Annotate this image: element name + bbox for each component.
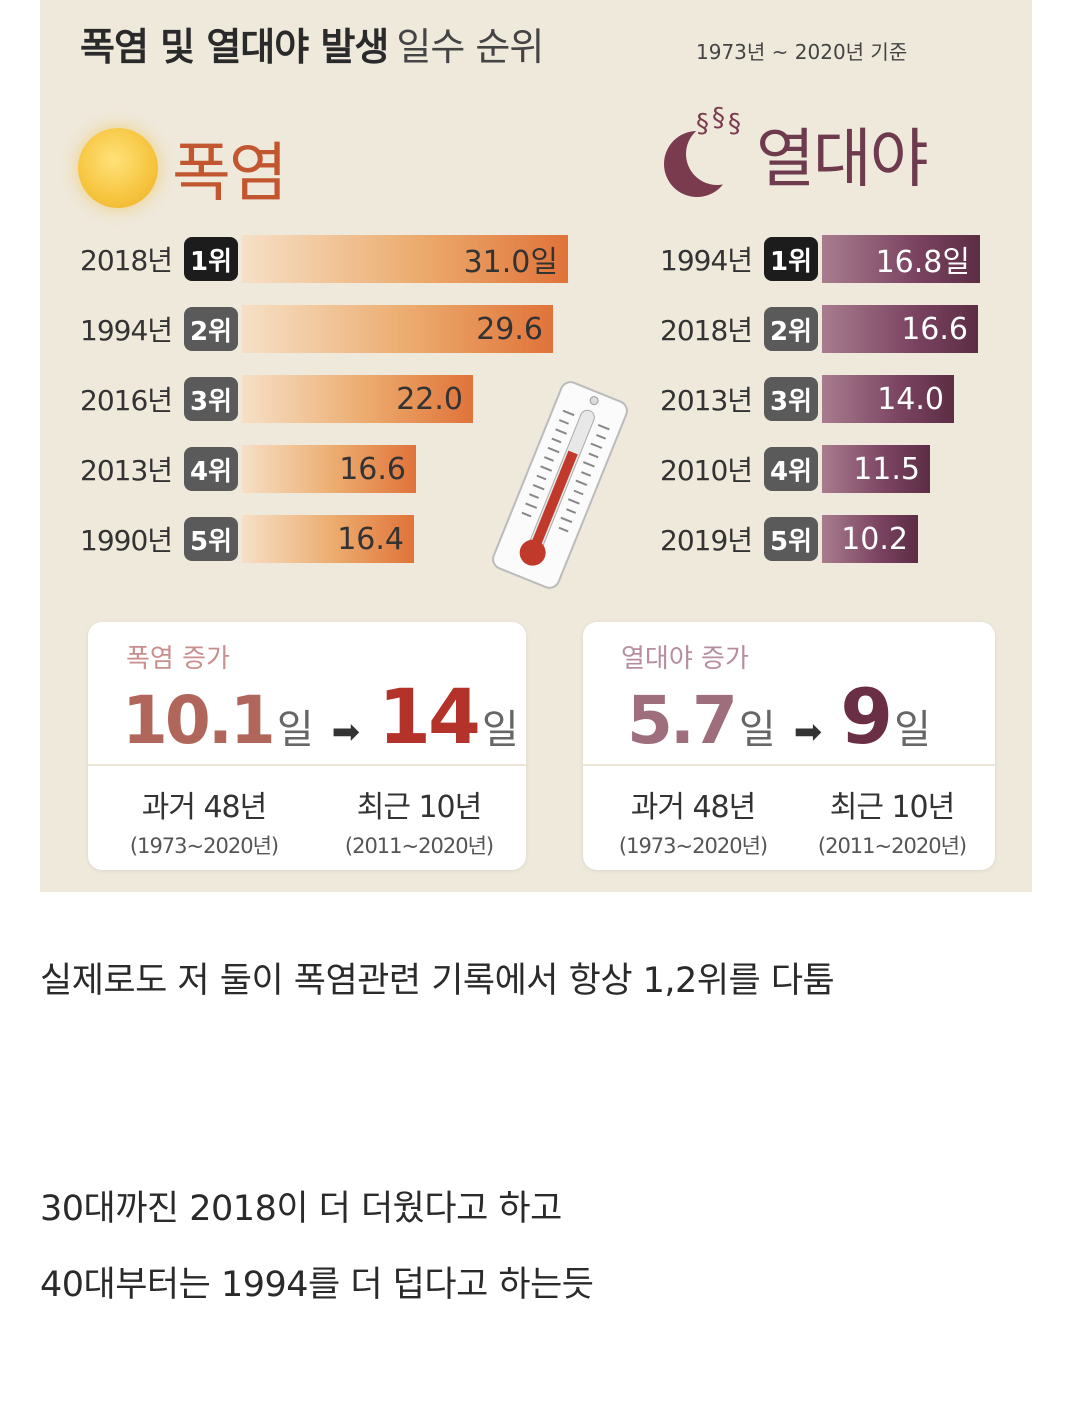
rank-year: 1990년 bbox=[80, 524, 173, 557]
bar-value-label: 14.0 bbox=[877, 381, 944, 417]
rank-badge: 2위 bbox=[764, 307, 818, 351]
rank-year: 2010년 bbox=[660, 454, 753, 487]
rank-badge: 2위 bbox=[184, 307, 238, 351]
heatwave-bar: 16.6 bbox=[242, 445, 416, 493]
heatwave-label: 폭염 bbox=[172, 137, 288, 211]
card-divider bbox=[88, 764, 526, 766]
tropical-night-rank-row: 1994년 1위 16.8일 bbox=[660, 234, 980, 284]
bar-value-label: 16.6 bbox=[901, 311, 968, 347]
tropical-night-bar: 14.0 bbox=[822, 375, 954, 423]
moon-icon: § § § bbox=[656, 103, 748, 199]
tropical-night-label: 열대야 bbox=[756, 123, 929, 197]
heatwave-increase-title: 폭염 증가 bbox=[126, 644, 230, 674]
card-divider bbox=[583, 764, 995, 766]
sun-icon bbox=[78, 128, 158, 208]
rank-badge: 4위 bbox=[184, 447, 238, 491]
heatwave-recent-period: 최근 10년 (2011~2020년) bbox=[324, 782, 514, 860]
rank-badge: 5위 bbox=[184, 517, 238, 561]
rank-year: 2013년 bbox=[80, 454, 173, 487]
tropical-night-recent-unit: 일 bbox=[894, 707, 931, 753]
tropical-night-increase-values: 5.7 일 ➡ 9 일 bbox=[627, 672, 931, 761]
tropical-night-rank-row: 2018년 2위 16.6 bbox=[660, 304, 978, 354]
tropical-night-past-period: 과거 48년 (1973~2020년) bbox=[603, 782, 783, 860]
post-text-line-3: 40대부터는 1994를 더 덥다고 하는듯 bbox=[40, 1265, 594, 1305]
heatwave-bar: 29.6 bbox=[242, 305, 553, 353]
rank-year: 2018년 bbox=[80, 244, 173, 277]
thermometer-icon bbox=[492, 381, 628, 589]
tropical-night-past-value: 5.7 bbox=[627, 682, 738, 759]
heatwave-increase-values: 10.1 일 ➡ 14 일 bbox=[122, 672, 519, 761]
tropical-night-bar: 11.5 bbox=[822, 445, 930, 493]
recent-period-label: 최근 10년 bbox=[829, 790, 956, 825]
rank-year: 2019년 bbox=[660, 524, 753, 557]
arrow-right-icon: ➡ bbox=[793, 712, 823, 752]
heatwave-header: 폭염 bbox=[78, 122, 288, 214]
rank-year: 1994년 bbox=[660, 244, 753, 277]
rank-badge: 1위 bbox=[184, 237, 238, 281]
tropical-night-recent-period: 최근 10년 (2011~2020년) bbox=[797, 782, 987, 860]
bar-value-label: 29.6 bbox=[476, 311, 543, 347]
heatwave-rank-row: 1994년 2위 29.6 bbox=[80, 304, 553, 354]
heatwave-bar: 16.4 bbox=[242, 515, 414, 563]
tropical-night-header: § § § 열대야 bbox=[656, 103, 929, 200]
past-period-range: (1973~2020년) bbox=[618, 834, 768, 858]
period-label: 1973년 ~ 2020년 기준 bbox=[696, 40, 908, 64]
heatwave-rank-row: 1990년 5위 16.4 bbox=[80, 514, 414, 564]
post-text-line-1: 실제로도 저 둘이 폭염관련 기록에서 항상 1,2위를 다툼 bbox=[40, 961, 835, 1001]
tropical-night-increase-title: 열대야 증가 bbox=[621, 644, 749, 674]
tropical-night-past-unit: 일 bbox=[738, 707, 776, 753]
past-period-label: 과거 48년 bbox=[630, 790, 757, 825]
heatwave-past-value: 10.1 bbox=[122, 682, 276, 759]
tropical-night-recent-value: 9 bbox=[840, 672, 893, 761]
title-rest: 일수 순위 bbox=[396, 25, 544, 69]
tropical-night-rank-row: 2010년 4위 11.5 bbox=[660, 444, 930, 494]
heatwave-rank-row: 2018년 1위 31.0일 bbox=[80, 234, 568, 284]
rank-year: 1994년 bbox=[80, 314, 173, 347]
rank-badge: 1위 bbox=[764, 237, 818, 281]
rank-badge: 3위 bbox=[184, 377, 238, 421]
tropical-night-bar: 10.2 bbox=[822, 515, 918, 563]
bar-value-label: 16.4 bbox=[337, 521, 404, 557]
past-period-range: (1973~2020년) bbox=[129, 834, 279, 858]
bar-value-label: 11.5 bbox=[853, 451, 920, 487]
heatwave-bar: 31.0일 bbox=[242, 235, 568, 283]
bar-value-label: 16.6 bbox=[339, 451, 406, 487]
post-text-line-2: 30대까진 2018이 더 더웠다고 하고 bbox=[40, 1189, 562, 1229]
infographic-title: 폭염 및 열대야 발생 일수 순위 bbox=[80, 16, 544, 71]
tropical-night-bar: 16.8일 bbox=[822, 235, 980, 283]
bar-value-label: 16.8일 bbox=[875, 245, 970, 280]
arrow-right-icon: ➡ bbox=[331, 712, 361, 752]
heatwave-rank-row: 2016년 3위 22.0 bbox=[80, 374, 473, 424]
heatwave-recent-value: 14 bbox=[378, 672, 481, 761]
rank-year: 2013년 bbox=[660, 384, 753, 417]
heatwave-recent-unit: 일 bbox=[481, 707, 519, 753]
past-period-label: 과거 48년 bbox=[141, 790, 268, 825]
bar-value-label: 31.0일 bbox=[463, 245, 558, 280]
recent-period-range: (2011~2020년) bbox=[344, 834, 494, 858]
title-bold: 폭염 및 열대야 발생 bbox=[80, 25, 389, 69]
bar-value-label: 10.2 bbox=[841, 521, 908, 557]
heat-ranking-infographic: 폭염 및 열대야 발생 일수 순위 1973년 ~ 2020년 기준 폭염 § §… bbox=[40, 0, 1032, 892]
heatwave-increase-card: 폭염 증가 10.1 일 ➡ 14 일 과거 48년 (1973~2020년) … bbox=[88, 622, 526, 870]
heatwave-past-period: 과거 48년 (1973~2020년) bbox=[114, 782, 294, 860]
rank-year: 2018년 bbox=[660, 314, 753, 347]
tropical-night-increase-card: 열대야 증가 5.7 일 ➡ 9 일 과거 48년 (1973~2020년) 최… bbox=[583, 622, 995, 870]
heatwave-rank-row: 2013년 4위 16.6 bbox=[80, 444, 416, 494]
rank-badge: 3위 bbox=[764, 377, 818, 421]
bar-value-label: 22.0 bbox=[396, 381, 463, 417]
rank-year: 2016년 bbox=[80, 384, 173, 417]
tropical-night-rank-row: 2019년 5위 10.2 bbox=[660, 514, 918, 564]
tropical-night-bar: 16.6 bbox=[822, 305, 978, 353]
tropical-night-rank-row: 2013년 3위 14.0 bbox=[660, 374, 954, 424]
recent-period-range: (2011~2020년) bbox=[817, 834, 967, 858]
heatwave-bar: 22.0 bbox=[242, 375, 473, 423]
recent-period-label: 최근 10년 bbox=[356, 790, 483, 825]
heatwave-past-unit: 일 bbox=[276, 707, 314, 753]
rank-badge: 5위 bbox=[764, 517, 818, 561]
rank-badge: 4위 bbox=[764, 447, 818, 491]
